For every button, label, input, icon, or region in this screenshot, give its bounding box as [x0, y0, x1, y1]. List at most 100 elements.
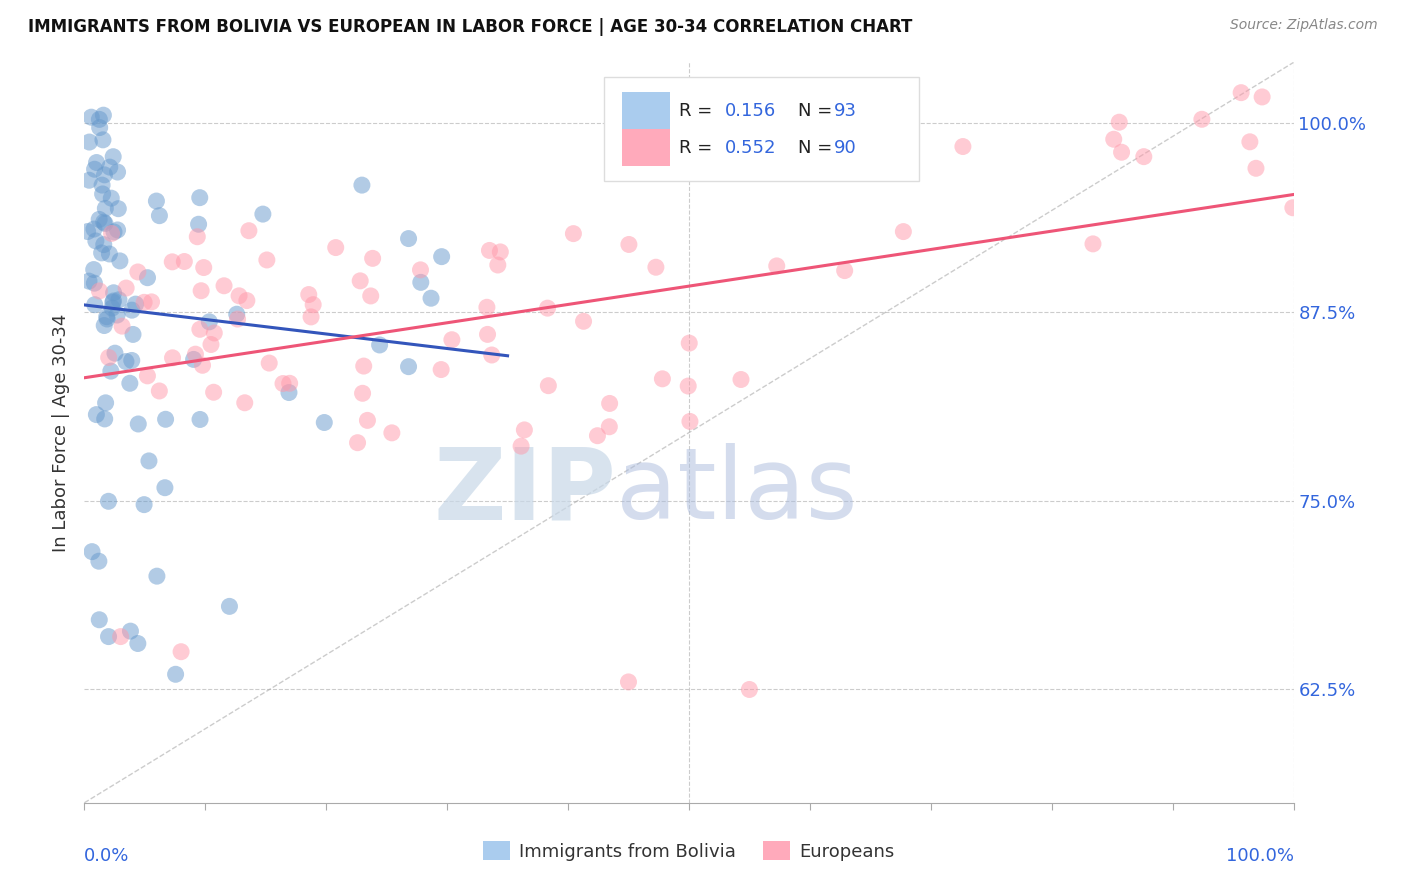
Point	[190, 284, 212, 298]
Point	[97, 630, 120, 644]
Point	[94, 202, 117, 216]
Point	[90, 245, 112, 260]
Point	[108, 293, 131, 307]
Point	[77, 274, 100, 288]
Point	[489, 244, 512, 259]
Point	[368, 338, 391, 352]
Point	[162, 351, 184, 365]
Point	[200, 337, 222, 351]
Point	[193, 260, 215, 275]
Point	[83, 162, 105, 177]
Point	[225, 307, 247, 321]
Point	[486, 258, 509, 272]
Point	[218, 599, 240, 614]
Y-axis label: In Labor Force | Age 30-34: In Labor Force | Age 30-34	[52, 313, 70, 552]
Point	[679, 414, 702, 428]
Point	[1244, 161, 1267, 176]
Point	[191, 359, 214, 373]
Point	[77, 173, 100, 187]
Point	[134, 295, 156, 310]
Point	[89, 112, 111, 127]
FancyBboxPatch shape	[623, 93, 669, 128]
Point	[83, 276, 105, 290]
Point	[107, 165, 129, 179]
Point	[617, 674, 640, 689]
Point	[148, 384, 170, 398]
Point	[136, 270, 159, 285]
Point	[94, 217, 117, 231]
Point	[93, 412, 115, 426]
Point	[148, 209, 170, 223]
Point	[350, 178, 373, 193]
Point	[299, 310, 322, 324]
Point	[398, 231, 420, 245]
Point	[121, 353, 143, 368]
Point	[89, 120, 111, 135]
Point	[93, 168, 115, 182]
Point	[96, 312, 118, 326]
Text: 0.552: 0.552	[725, 138, 776, 157]
Point	[353, 359, 375, 373]
Point	[952, 139, 974, 153]
Text: R =: R =	[679, 138, 718, 157]
Point	[238, 224, 260, 238]
Point	[360, 289, 382, 303]
Point	[678, 336, 700, 351]
Point	[252, 207, 274, 221]
Point	[198, 315, 221, 329]
Point	[115, 354, 138, 368]
Point	[127, 636, 149, 650]
Point	[302, 298, 325, 312]
Point	[170, 645, 193, 659]
Point	[1081, 236, 1104, 251]
Point	[184, 347, 207, 361]
Point	[97, 351, 120, 365]
Point	[738, 682, 761, 697]
Legend: Immigrants from Bolivia, Europeans: Immigrants from Bolivia, Europeans	[477, 834, 901, 868]
FancyBboxPatch shape	[623, 129, 669, 166]
Point	[100, 227, 122, 241]
Point	[1108, 115, 1130, 129]
Point	[440, 333, 463, 347]
Point	[86, 155, 108, 169]
Text: 90: 90	[834, 138, 856, 157]
Point	[481, 348, 503, 362]
Point	[186, 229, 208, 244]
Point	[617, 237, 640, 252]
Point	[153, 481, 176, 495]
Point	[98, 247, 121, 261]
Point	[121, 303, 143, 318]
Point	[91, 178, 114, 193]
Point	[93, 318, 115, 333]
Point	[420, 291, 443, 305]
Text: 100.0%: 100.0%	[1226, 847, 1294, 865]
Point	[188, 412, 211, 426]
Point	[100, 364, 122, 378]
Point	[236, 293, 259, 308]
Point	[226, 312, 249, 326]
Point	[127, 417, 149, 431]
Point	[1102, 132, 1125, 146]
Point	[98, 160, 121, 174]
Point	[893, 225, 915, 239]
Point	[86, 408, 108, 422]
Point	[381, 425, 404, 440]
Point	[271, 376, 294, 391]
Point	[162, 255, 184, 269]
Point	[120, 624, 142, 639]
Point	[105, 308, 128, 322]
Point	[91, 186, 114, 201]
Point	[278, 385, 301, 400]
Point	[212, 278, 235, 293]
Point	[83, 298, 105, 312]
Point	[398, 359, 420, 374]
Text: ZIP: ZIP	[433, 443, 616, 541]
Point	[83, 222, 105, 236]
Point	[598, 419, 620, 434]
Point	[834, 263, 856, 277]
Text: atlas: atlas	[616, 443, 858, 541]
Point	[562, 227, 585, 241]
Point	[1133, 150, 1156, 164]
Point	[866, 143, 889, 157]
Point	[122, 327, 145, 342]
